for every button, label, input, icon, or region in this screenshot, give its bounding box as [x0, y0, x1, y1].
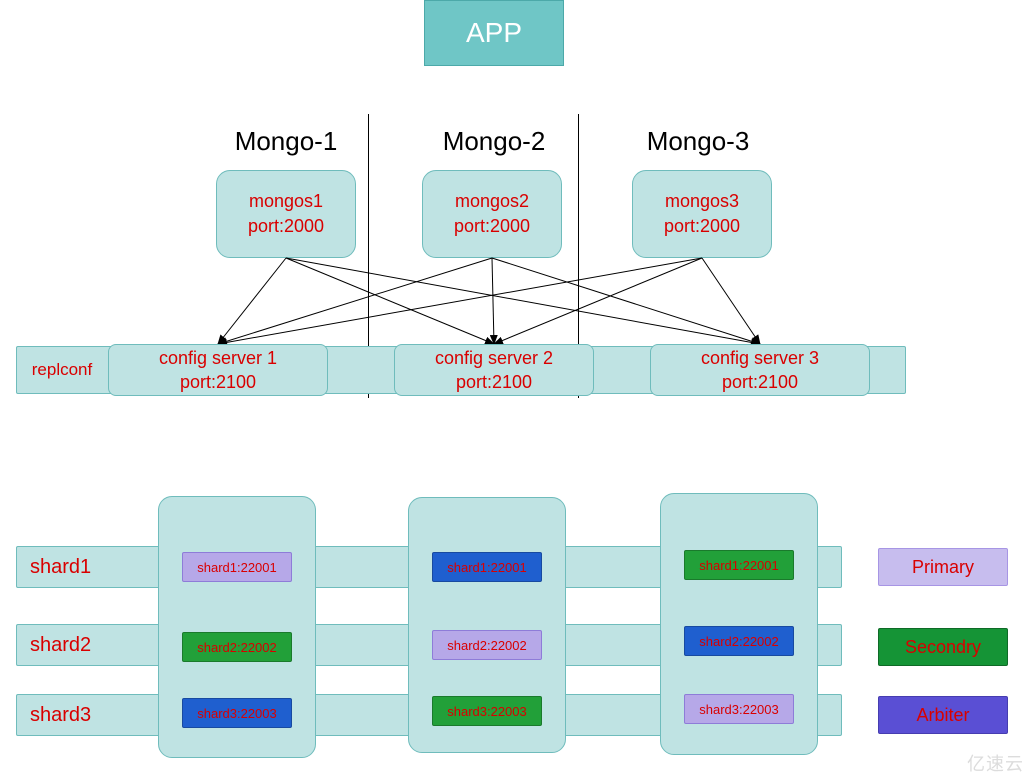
legend-arbiter-label: Arbiter [916, 705, 969, 726]
legend-primary: Primary [878, 548, 1008, 586]
config-server-3-port: port:2100 [722, 370, 798, 394]
col-title-1-text: Mongo-1 [235, 126, 338, 157]
shard-item-c1-r1: shard1:22001 [182, 552, 292, 582]
shard3-bar-text: shard3 [30, 704, 91, 727]
shard-item-c3-r1-label: shard1:22001 [699, 558, 779, 573]
legend-primary-label: Primary [912, 557, 974, 578]
legend-secondary-label: Secondry [905, 637, 981, 658]
mongos1-port: port:2000 [248, 214, 324, 239]
app-label: APP [466, 17, 522, 49]
shard2-bar-text: shard2 [30, 634, 91, 657]
shard-item-c2-r3: shard3:22003 [432, 696, 542, 726]
config-server-1: config server 1 port:2100 [108, 344, 328, 396]
shard1-bar-label: shard1 [16, 546, 136, 588]
watermark-text: 亿速云 [967, 754, 1024, 774]
config-server-2: config server 2 port:2100 [394, 344, 594, 396]
mongos2-port: port:2000 [454, 214, 530, 239]
mongos3-box: mongos3 port:2000 [632, 170, 772, 258]
shard2-bar-label: shard2 [16, 624, 136, 666]
col-title-1: Mongo-1 [226, 126, 346, 156]
col-title-3: Mongo-3 [638, 126, 758, 156]
shard-item-c2-r1-label: shard1:22001 [447, 560, 527, 575]
config-server-1-port: port:2100 [180, 370, 256, 394]
app-box: APP [424, 0, 564, 66]
col-title-2: Mongo-2 [434, 126, 554, 156]
mongos3-port: port:2000 [664, 214, 740, 239]
shard-item-c3-r2: shard2:22002 [684, 626, 794, 656]
mongos1-box: mongos1 port:2000 [216, 170, 356, 258]
shard3-bar-label: shard3 [16, 694, 136, 736]
shard-item-c1-r2-label: shard2:22002 [197, 640, 277, 655]
shard-item-c1-r1-label: shard1:22001 [197, 560, 277, 575]
shard-item-c3-r2-label: shard2:22002 [699, 634, 779, 649]
replconf-label: replconf [20, 358, 104, 382]
mongos2-box: mongos2 port:2000 [422, 170, 562, 258]
shard-item-c1-r2: shard2:22002 [182, 632, 292, 662]
col-title-2-text: Mongo-2 [443, 126, 546, 157]
legend-arbiter: Arbiter [878, 696, 1008, 734]
shard-item-c2-r3-label: shard3:22003 [447, 704, 527, 719]
shard-item-c2-r1: shard1:22001 [432, 552, 542, 582]
watermark: 亿速云 [967, 750, 1024, 776]
mongos3-name: mongos3 [665, 189, 739, 214]
config-server-2-port: port:2100 [456, 370, 532, 394]
shard-item-c3-r3-label: shard3:22003 [699, 702, 779, 717]
config-server-3: config server 3 port:2100 [650, 344, 870, 396]
mongos2-name: mongos2 [455, 189, 529, 214]
shard-item-c1-r3-label: shard3:22003 [197, 706, 277, 721]
config-server-3-name: config server 3 [701, 346, 819, 370]
col-title-3-text: Mongo-3 [647, 126, 750, 157]
shard-item-c3-r3: shard3:22003 [684, 694, 794, 724]
config-server-1-name: config server 1 [159, 346, 277, 370]
replconf-text: replconf [32, 360, 92, 380]
shard1-bar-text: shard1 [30, 556, 91, 579]
shard-item-c3-r1: shard1:22001 [684, 550, 794, 580]
config-server-2-name: config server 2 [435, 346, 553, 370]
shard-item-c2-r2-label: shard2:22002 [447, 638, 527, 653]
shard-item-c1-r3: shard3:22003 [182, 698, 292, 728]
shard-item-c2-r2: shard2:22002 [432, 630, 542, 660]
legend-secondary: Secondry [878, 628, 1008, 666]
mongos1-name: mongos1 [249, 189, 323, 214]
